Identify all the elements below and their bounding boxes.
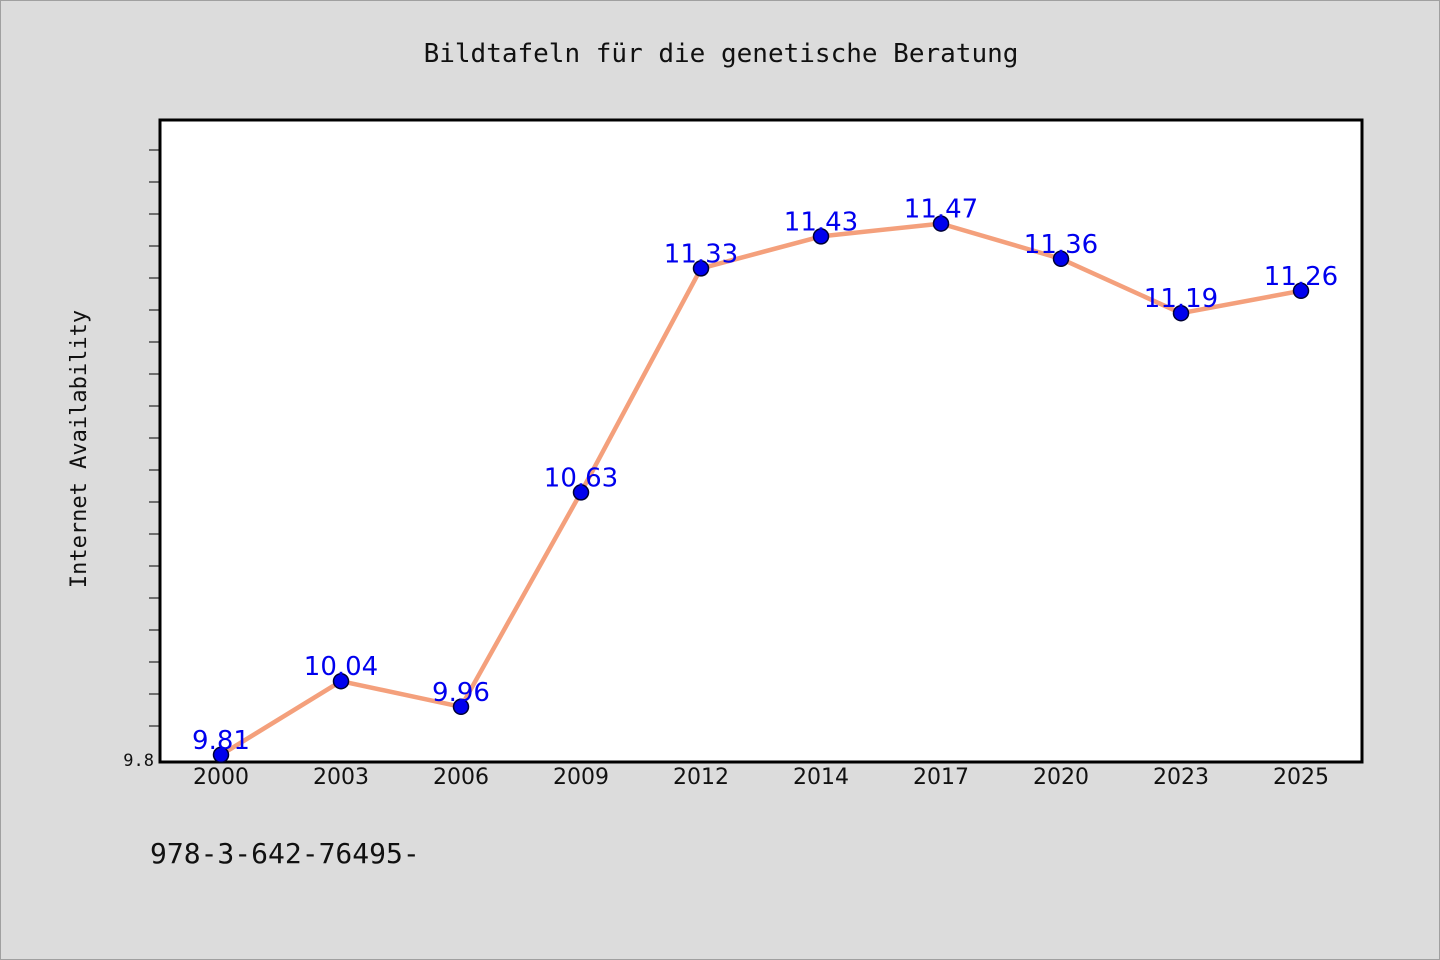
x-tick-label: 2025 <box>1273 765 1329 790</box>
data-label: 9.81 <box>192 726 250 756</box>
x-tick-label: 2012 <box>673 765 729 790</box>
data-label: 11.36 <box>1024 230 1098 260</box>
data-label: 9.96 <box>432 678 490 708</box>
data-point <box>332 672 350 690</box>
y-axis-ticks: 9.8 <box>123 149 160 771</box>
data-point <box>212 746 230 764</box>
data-label: 11.33 <box>664 239 738 269</box>
y-axis-label: Internet Availability <box>67 310 92 588</box>
data-label: 10.04 <box>304 652 378 682</box>
chart-title: Bildtafeln für die genetische Beratung <box>424 39 1019 69</box>
x-tick-label: 2017 <box>913 765 969 790</box>
data-point <box>1292 282 1310 300</box>
x-tick-label: 2020 <box>1033 765 1089 790</box>
y-tick-label: 9.8 <box>123 751 154 771</box>
x-tick-label: 2003 <box>313 765 369 790</box>
series-line <box>218 221 1304 758</box>
x-tick-label: 2009 <box>553 765 609 790</box>
data-label: 11.26 <box>1264 262 1338 292</box>
data-point <box>932 215 950 232</box>
data-point <box>452 698 470 716</box>
data-label: 11.47 <box>904 195 978 225</box>
data-point <box>1172 304 1190 322</box>
x-tick-label: 2023 <box>1153 765 1209 790</box>
series-group: 9.81 10.04 9.96 10.63 11.33 11.43 11.47 11.36 11… <box>192 195 1338 764</box>
x-tick-label: 2006 <box>433 765 489 790</box>
footer-isbn: 978-3-642-76495- <box>150 837 420 870</box>
data-point <box>1052 250 1070 268</box>
x-tick-label: 2000 <box>193 765 249 790</box>
plot-area <box>158 118 1364 764</box>
data-label: 11.19 <box>1144 284 1218 314</box>
data-point <box>572 484 590 501</box>
data-point <box>812 228 830 245</box>
data-label: 11.43 <box>784 207 858 237</box>
x-axis-ticks: 2000 2003 2006 2009 2012 2014 2017 2020 2023 2025 <box>193 765 1329 790</box>
data-label: 10.63 <box>544 463 618 493</box>
x-tick-label: 2014 <box>793 765 849 790</box>
data-point <box>692 260 710 277</box>
